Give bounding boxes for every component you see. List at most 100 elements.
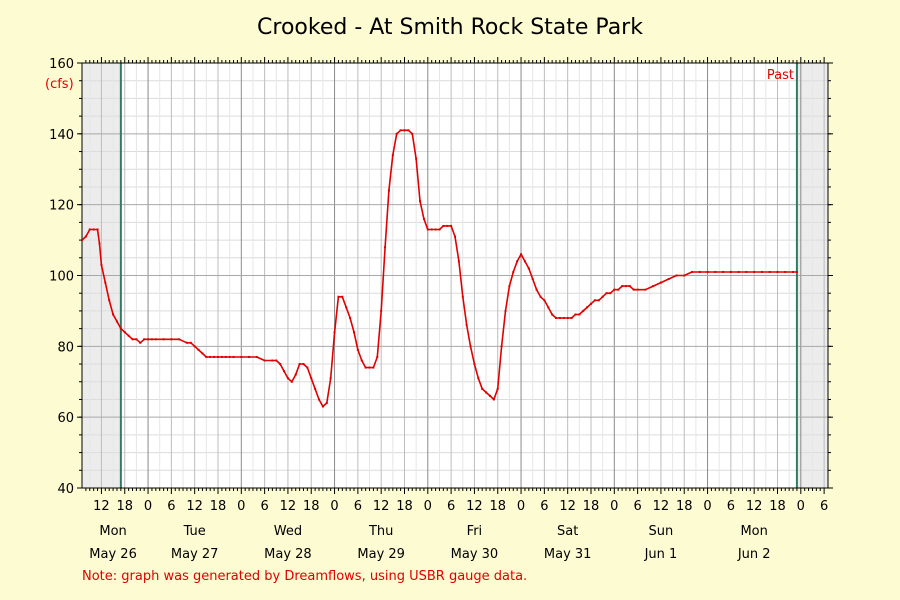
day-weekday-label: Thu (368, 524, 393, 539)
data-point (667, 278, 670, 281)
x-tick-label: 6 (354, 499, 362, 514)
data-point (178, 338, 181, 341)
data-point (318, 398, 321, 401)
data-point (477, 377, 480, 380)
data-point (384, 246, 387, 249)
y-tick-label: 120 (49, 199, 74, 214)
x-tick-label: 12 (653, 499, 670, 514)
day-date-label: May 29 (357, 547, 405, 562)
day-weekday-label: Mon (99, 524, 126, 539)
data-point (784, 270, 787, 273)
data-point (115, 320, 118, 323)
data-point (189, 341, 192, 344)
data-point (356, 348, 359, 351)
data-point (104, 281, 107, 284)
data-point (492, 398, 495, 401)
y-tick-label: 80 (57, 340, 74, 355)
y-tick-label: 140 (49, 128, 74, 143)
data-point (147, 338, 150, 341)
data-point (197, 348, 200, 351)
data-point (341, 295, 344, 298)
data-point (469, 345, 472, 348)
data-point (473, 363, 476, 366)
data-point (520, 253, 523, 256)
data-point (127, 334, 130, 337)
data-point (454, 235, 456, 238)
data-point (551, 313, 554, 316)
x-tick-label: 18 (769, 499, 786, 514)
data-point (500, 345, 503, 348)
data-point (737, 270, 740, 273)
data-point (329, 377, 332, 380)
data-point (582, 309, 585, 312)
data-point (81, 239, 83, 242)
x-tick-label: 12 (280, 499, 297, 514)
data-point (263, 359, 266, 362)
x-tick-label: 18 (303, 499, 320, 514)
data-point (438, 228, 441, 231)
data-point (345, 306, 348, 309)
data-point (446, 224, 449, 227)
data-point (119, 327, 122, 330)
data-point (632, 288, 635, 291)
data-point (422, 217, 425, 220)
data-point (349, 317, 352, 319)
data-point (333, 331, 336, 334)
data-point (275, 359, 278, 362)
data-point (426, 228, 429, 231)
data-point (535, 288, 538, 291)
data-point (143, 338, 146, 341)
data-point (415, 157, 418, 160)
y-tick-label: 60 (57, 411, 74, 426)
data-point (795, 270, 798, 273)
data-point (586, 306, 589, 309)
past-label: Past (767, 68, 794, 83)
y-tick-label: 160 (49, 57, 74, 72)
x-tick-label: 12 (373, 499, 390, 514)
data-point (399, 129, 402, 132)
data-point (395, 132, 398, 135)
data-point (112, 313, 115, 316)
data-point (185, 341, 188, 344)
data-point (387, 189, 390, 192)
x-tick-label: 0 (610, 499, 618, 514)
day-date-label: May 31 (544, 547, 592, 562)
day-weekday-label: Fri (467, 524, 483, 539)
data-point (527, 267, 530, 270)
data-point (364, 366, 367, 369)
data-point (213, 355, 216, 358)
x-tick-label: 18 (676, 499, 693, 514)
day-date-label: Jun 1 (644, 547, 678, 562)
data-point (574, 313, 577, 316)
x-tick-label: 0 (517, 499, 525, 514)
data-point (411, 132, 414, 135)
x-tick-label: 18 (210, 499, 227, 514)
data-point (170, 338, 173, 341)
data-point (376, 355, 379, 358)
data-point (566, 317, 569, 319)
data-point (609, 292, 612, 295)
data-point (776, 270, 779, 273)
x-tick-label: 0 (703, 499, 711, 514)
data-point (131, 338, 134, 341)
day-weekday-label: Mon (740, 524, 767, 539)
data-point (523, 260, 526, 263)
data-point (419, 200, 422, 203)
data-point (150, 338, 153, 341)
data-point (209, 355, 212, 358)
day-weekday-label: Sun (649, 524, 674, 539)
data-point (729, 270, 732, 273)
data-point (403, 129, 406, 132)
data-point (465, 324, 468, 327)
x-tick-label: 18 (583, 499, 600, 514)
data-point (698, 270, 701, 273)
data-point (760, 270, 763, 273)
day-date-label: May 26 (89, 547, 137, 562)
data-point (240, 355, 243, 358)
data-point (562, 317, 565, 319)
data-point (123, 331, 126, 334)
data-point (624, 285, 627, 288)
data-point (745, 270, 748, 273)
data-point (558, 317, 561, 319)
